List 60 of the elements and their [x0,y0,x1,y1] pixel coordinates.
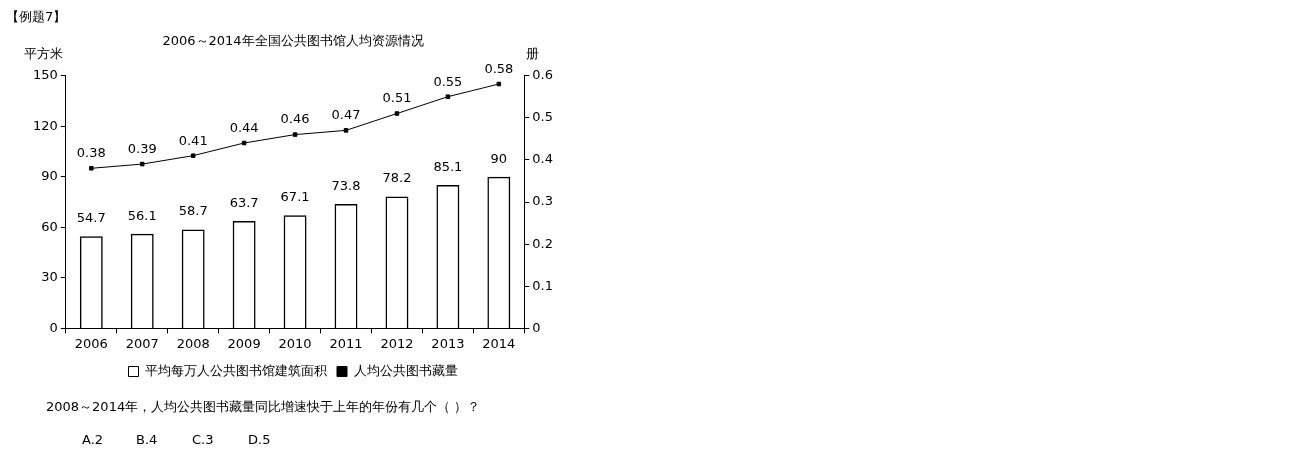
y2-tick-label: 0.6 [532,66,554,82]
text: B.4 [136,432,158,447]
text: 2008～2014年，人均公共图书藏量同比增速快于上年的年份有几个（ ）？ [46,398,481,416]
chart-title: 2006～2014年全国公共图书馆人均资源情况 [162,33,424,49]
data-label: 85.1 [433,158,463,174]
text: C.3 [192,432,214,447]
data-label: 0.51 [382,90,412,106]
x-tick-label: 2007 [125,335,159,351]
point [394,111,400,116]
y2-tick-label: 0.2 [532,235,554,251]
x-tick-label: 2011 [329,335,363,351]
point [139,161,145,167]
data-label: 90 [490,150,508,166]
data-label: 56.1 [127,207,157,223]
text: A.2 [82,432,104,447]
data-label: 0.38 [76,145,106,161]
point [343,128,349,133]
x-tick-label: 2014 [482,335,516,351]
point [89,166,94,171]
y-tick-label: 90 [41,168,58,184]
x-tick-label: 2010 [278,335,312,351]
point [241,140,247,146]
y-tick-label: 30 [41,269,58,285]
data-label: 0.58 [484,60,514,76]
data-label: 0.55 [433,73,463,89]
data-label: 54.7 [76,210,106,226]
x-tick-label: 2006 [74,335,108,351]
data-label: 63.7 [229,194,259,210]
data-label: 73.8 [331,177,361,193]
data-label: 0.47 [331,107,361,123]
y2-tick-label: 0 [532,319,541,335]
text: D.5 [248,432,271,447]
data-label: 78.2 [382,170,412,186]
point [292,132,298,137]
data-label: 0.44 [229,119,259,135]
text: 【例题7】 [6,8,67,26]
y2-tick-label: 0.4 [532,151,554,167]
legend-label: 平均每万人公共图书馆建筑面积 [145,362,327,378]
y-axis-title: 平方米 [24,46,64,62]
data-label: 0.41 [178,132,208,148]
y2-tick-label: 0.5 [532,109,554,125]
x-tick-label: 2013 [431,335,465,351]
y-tick-label: 120 [32,117,58,133]
y-tick-label: 0 [49,319,58,335]
data-label: 67.1 [280,189,310,205]
point [190,153,196,158]
y-tick-label: 150 [32,66,58,82]
x-tick-label: 2008 [176,335,210,351]
data-label: 0.39 [127,140,157,156]
x-tick-label: 2009 [227,335,261,351]
data-label: 58.7 [178,203,208,219]
legend-label: 人均公共图书藏量 [353,362,458,378]
y2-tick-label: 0.3 [532,193,554,209]
y2-tick-label: 0.1 [532,277,554,293]
data-label: 0.46 [280,111,310,127]
y2-axis-title: 册 [525,46,539,62]
point [445,94,451,99]
x-tick-label: 2012 [380,335,414,351]
point [496,81,502,87]
y-tick-label: 60 [41,218,58,234]
